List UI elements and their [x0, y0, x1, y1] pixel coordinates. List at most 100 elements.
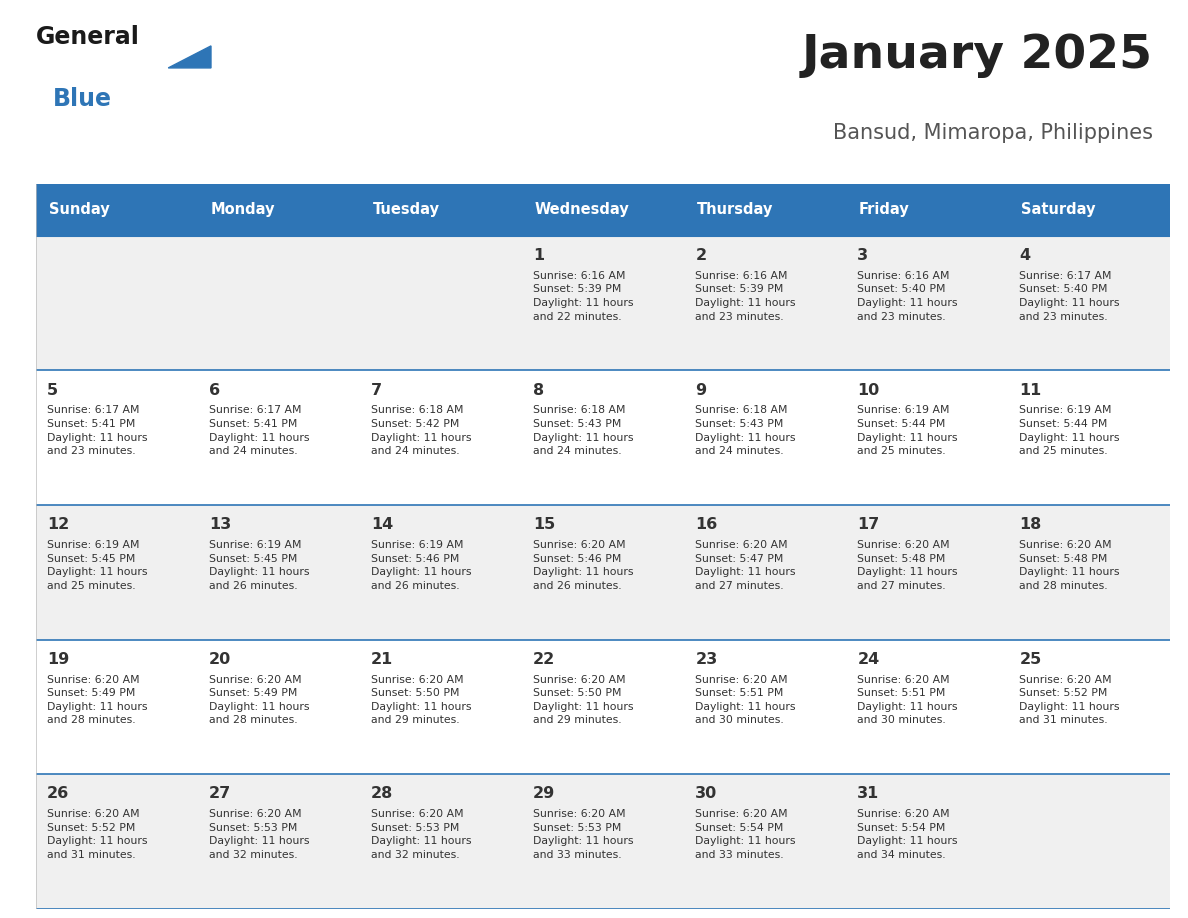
FancyBboxPatch shape: [1009, 640, 1170, 774]
Text: Sunrise: 6:17 AM
Sunset: 5:41 PM
Daylight: 11 hours
and 24 minutes.: Sunrise: 6:17 AM Sunset: 5:41 PM Dayligh…: [209, 406, 310, 456]
Text: 29: 29: [533, 787, 556, 801]
Text: 2: 2: [695, 248, 707, 263]
Text: 31: 31: [858, 787, 879, 801]
Text: 22: 22: [533, 652, 556, 666]
Text: 25: 25: [1019, 652, 1042, 666]
FancyBboxPatch shape: [846, 236, 1009, 371]
Text: Sunrise: 6:20 AM
Sunset: 5:52 PM
Daylight: 11 hours
and 31 minutes.: Sunrise: 6:20 AM Sunset: 5:52 PM Dayligh…: [48, 809, 147, 860]
Text: January 2025: January 2025: [802, 32, 1152, 78]
FancyBboxPatch shape: [1009, 236, 1170, 371]
Text: 7: 7: [371, 383, 383, 397]
FancyBboxPatch shape: [846, 371, 1009, 505]
Text: Sunrise: 6:20 AM
Sunset: 5:52 PM
Daylight: 11 hours
and 31 minutes.: Sunrise: 6:20 AM Sunset: 5:52 PM Dayligh…: [1019, 675, 1120, 725]
Text: Blue: Blue: [52, 86, 112, 111]
Text: Sunrise: 6:16 AM
Sunset: 5:39 PM
Daylight: 11 hours
and 23 minutes.: Sunrise: 6:16 AM Sunset: 5:39 PM Dayligh…: [695, 271, 796, 321]
Text: Sunrise: 6:16 AM
Sunset: 5:40 PM
Daylight: 11 hours
and 23 minutes.: Sunrise: 6:16 AM Sunset: 5:40 PM Dayligh…: [858, 271, 958, 321]
Text: Sunrise: 6:20 AM
Sunset: 5:47 PM
Daylight: 11 hours
and 27 minutes.: Sunrise: 6:20 AM Sunset: 5:47 PM Dayligh…: [695, 540, 796, 591]
FancyBboxPatch shape: [1009, 505, 1170, 640]
Text: 18: 18: [1019, 517, 1042, 532]
FancyBboxPatch shape: [197, 505, 360, 640]
Text: Wednesday: Wednesday: [535, 202, 630, 218]
FancyBboxPatch shape: [197, 640, 360, 774]
FancyBboxPatch shape: [522, 236, 684, 371]
Text: Sunrise: 6:19 AM
Sunset: 5:44 PM
Daylight: 11 hours
and 25 minutes.: Sunrise: 6:19 AM Sunset: 5:44 PM Dayligh…: [858, 406, 958, 456]
FancyBboxPatch shape: [36, 236, 197, 371]
FancyBboxPatch shape: [36, 640, 197, 774]
Text: 19: 19: [48, 652, 69, 666]
Text: Sunrise: 6:20 AM
Sunset: 5:49 PM
Daylight: 11 hours
and 28 minutes.: Sunrise: 6:20 AM Sunset: 5:49 PM Dayligh…: [48, 675, 147, 725]
FancyBboxPatch shape: [36, 774, 197, 909]
Text: Sunrise: 6:19 AM
Sunset: 5:44 PM
Daylight: 11 hours
and 25 minutes.: Sunrise: 6:19 AM Sunset: 5:44 PM Dayligh…: [1019, 406, 1120, 456]
Polygon shape: [169, 46, 211, 68]
Text: Sunrise: 6:19 AM
Sunset: 5:45 PM
Daylight: 11 hours
and 25 minutes.: Sunrise: 6:19 AM Sunset: 5:45 PM Dayligh…: [48, 540, 147, 591]
Text: Sunrise: 6:20 AM
Sunset: 5:53 PM
Daylight: 11 hours
and 32 minutes.: Sunrise: 6:20 AM Sunset: 5:53 PM Dayligh…: [371, 809, 472, 860]
FancyBboxPatch shape: [36, 505, 197, 640]
Text: 6: 6: [209, 383, 220, 397]
Text: Sunrise: 6:16 AM
Sunset: 5:39 PM
Daylight: 11 hours
and 22 minutes.: Sunrise: 6:16 AM Sunset: 5:39 PM Dayligh…: [533, 271, 633, 321]
Text: 5: 5: [48, 383, 58, 397]
Text: 23: 23: [695, 652, 718, 666]
Text: Monday: Monday: [210, 202, 276, 218]
FancyBboxPatch shape: [360, 236, 522, 371]
FancyBboxPatch shape: [522, 505, 684, 640]
FancyBboxPatch shape: [522, 640, 684, 774]
Text: 26: 26: [48, 787, 69, 801]
Text: 14: 14: [371, 517, 393, 532]
Text: Sunrise: 6:17 AM
Sunset: 5:41 PM
Daylight: 11 hours
and 23 minutes.: Sunrise: 6:17 AM Sunset: 5:41 PM Dayligh…: [48, 406, 147, 456]
FancyBboxPatch shape: [684, 236, 846, 371]
Text: 3: 3: [858, 248, 868, 263]
FancyBboxPatch shape: [197, 371, 360, 505]
Text: Sunrise: 6:20 AM
Sunset: 5:53 PM
Daylight: 11 hours
and 33 minutes.: Sunrise: 6:20 AM Sunset: 5:53 PM Dayligh…: [533, 809, 633, 860]
Text: 16: 16: [695, 517, 718, 532]
Text: Tuesday: Tuesday: [373, 202, 440, 218]
FancyBboxPatch shape: [197, 236, 360, 371]
Text: Sunrise: 6:20 AM
Sunset: 5:53 PM
Daylight: 11 hours
and 32 minutes.: Sunrise: 6:20 AM Sunset: 5:53 PM Dayligh…: [209, 809, 310, 860]
Text: Sunrise: 6:20 AM
Sunset: 5:48 PM
Daylight: 11 hours
and 28 minutes.: Sunrise: 6:20 AM Sunset: 5:48 PM Dayligh…: [1019, 540, 1120, 591]
Text: 10: 10: [858, 383, 879, 397]
Text: Sunrise: 6:20 AM
Sunset: 5:50 PM
Daylight: 11 hours
and 29 minutes.: Sunrise: 6:20 AM Sunset: 5:50 PM Dayligh…: [371, 675, 472, 725]
Text: 4: 4: [1019, 248, 1030, 263]
Text: Sunrise: 6:20 AM
Sunset: 5:49 PM
Daylight: 11 hours
and 28 minutes.: Sunrise: 6:20 AM Sunset: 5:49 PM Dayligh…: [209, 675, 310, 725]
Text: 9: 9: [695, 383, 707, 397]
FancyBboxPatch shape: [846, 774, 1009, 909]
Text: Sunrise: 6:18 AM
Sunset: 5:42 PM
Daylight: 11 hours
and 24 minutes.: Sunrise: 6:18 AM Sunset: 5:42 PM Dayligh…: [371, 406, 472, 456]
Text: 1: 1: [533, 248, 544, 263]
FancyBboxPatch shape: [1009, 774, 1170, 909]
FancyBboxPatch shape: [684, 184, 846, 236]
Text: Sunrise: 6:19 AM
Sunset: 5:45 PM
Daylight: 11 hours
and 26 minutes.: Sunrise: 6:19 AM Sunset: 5:45 PM Dayligh…: [209, 540, 310, 591]
FancyBboxPatch shape: [1009, 184, 1170, 236]
Text: Sunrise: 6:17 AM
Sunset: 5:40 PM
Daylight: 11 hours
and 23 minutes.: Sunrise: 6:17 AM Sunset: 5:40 PM Dayligh…: [1019, 271, 1120, 321]
Text: 24: 24: [858, 652, 879, 666]
Text: Sunrise: 6:20 AM
Sunset: 5:50 PM
Daylight: 11 hours
and 29 minutes.: Sunrise: 6:20 AM Sunset: 5:50 PM Dayligh…: [533, 675, 633, 725]
Text: 12: 12: [48, 517, 69, 532]
Text: Bansud, Mimaropa, Philippines: Bansud, Mimaropa, Philippines: [833, 123, 1152, 143]
Text: Sunday: Sunday: [49, 202, 109, 218]
Text: 28: 28: [371, 787, 393, 801]
FancyBboxPatch shape: [197, 184, 360, 236]
Text: 20: 20: [209, 652, 232, 666]
Text: Friday: Friday: [859, 202, 910, 218]
FancyBboxPatch shape: [1009, 371, 1170, 505]
FancyBboxPatch shape: [522, 774, 684, 909]
Text: Sunrise: 6:18 AM
Sunset: 5:43 PM
Daylight: 11 hours
and 24 minutes.: Sunrise: 6:18 AM Sunset: 5:43 PM Dayligh…: [695, 406, 796, 456]
Text: Sunrise: 6:20 AM
Sunset: 5:51 PM
Daylight: 11 hours
and 30 minutes.: Sunrise: 6:20 AM Sunset: 5:51 PM Dayligh…: [858, 675, 958, 725]
FancyBboxPatch shape: [36, 371, 197, 505]
FancyBboxPatch shape: [522, 184, 684, 236]
Text: Sunrise: 6:18 AM
Sunset: 5:43 PM
Daylight: 11 hours
and 24 minutes.: Sunrise: 6:18 AM Sunset: 5:43 PM Dayligh…: [533, 406, 633, 456]
Text: 13: 13: [209, 517, 232, 532]
FancyBboxPatch shape: [684, 774, 846, 909]
Text: 27: 27: [209, 787, 232, 801]
FancyBboxPatch shape: [360, 640, 522, 774]
FancyBboxPatch shape: [684, 371, 846, 505]
Text: General: General: [36, 25, 139, 50]
FancyBboxPatch shape: [197, 774, 360, 909]
FancyBboxPatch shape: [684, 505, 846, 640]
FancyBboxPatch shape: [360, 184, 522, 236]
FancyBboxPatch shape: [360, 505, 522, 640]
FancyBboxPatch shape: [684, 640, 846, 774]
FancyBboxPatch shape: [36, 184, 197, 236]
Text: Sunrise: 6:20 AM
Sunset: 5:54 PM
Daylight: 11 hours
and 34 minutes.: Sunrise: 6:20 AM Sunset: 5:54 PM Dayligh…: [858, 809, 958, 860]
FancyBboxPatch shape: [846, 184, 1009, 236]
Text: 17: 17: [858, 517, 879, 532]
Text: 11: 11: [1019, 383, 1042, 397]
